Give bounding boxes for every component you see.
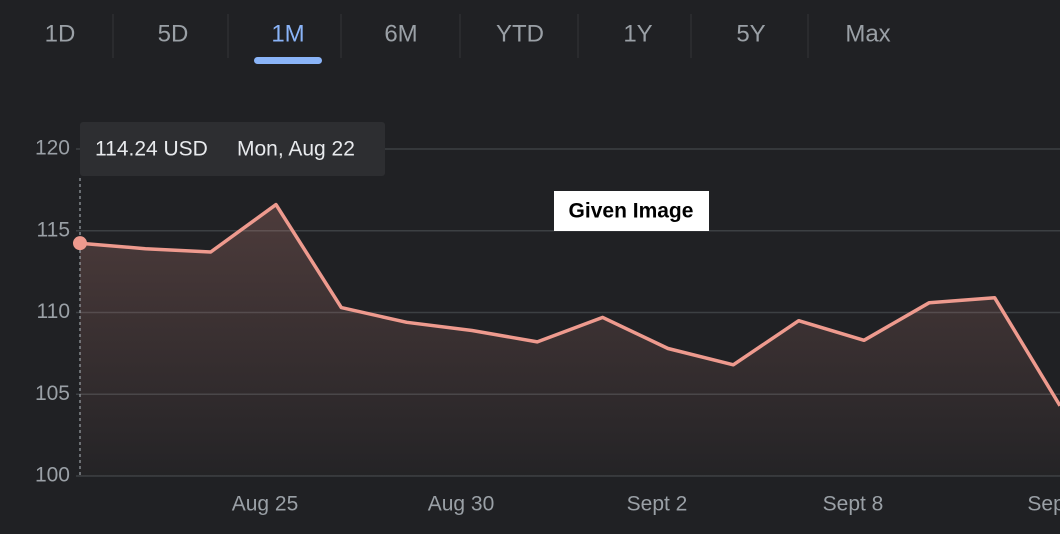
range-tabs: 1D 5D 1M 6M YTD 1Y 5Y Max: [45, 14, 891, 64]
range-tab[interactable]: YTD: [496, 20, 544, 47]
x-tick-label: Aug 30: [428, 493, 495, 516]
active-tab-indicator: [254, 57, 322, 64]
tooltip-date: Mon, Aug 22: [237, 138, 355, 161]
range-tab[interactable]: 1M: [271, 20, 304, 47]
y-tick-label: 100: [35, 464, 70, 487]
overlay: 114.24 USD Mon, Aug 22 Given Image: [80, 122, 709, 231]
price-line: [79, 202, 1060, 407]
y-tick-label: 120: [35, 137, 70, 160]
range-tab[interactable]: 6M: [384, 20, 417, 47]
range-tab[interactable]: 5D: [158, 20, 189, 47]
x-tick-label: Sept 2: [627, 493, 688, 516]
range-tab[interactable]: 5Y: [736, 20, 765, 47]
x-tick-label: Sept: [1027, 493, 1060, 516]
x-tick-label: Sept 8: [823, 493, 884, 516]
y-tick-label: 105: [35, 382, 70, 405]
hover-point: [73, 236, 87, 251]
overlay-label: Given Image: [569, 200, 694, 223]
x-tick-label: Aug 25: [232, 493, 299, 516]
price-area: [80, 204, 1060, 476]
range-tab[interactable]: Max: [845, 20, 890, 47]
tooltip-box: [80, 122, 385, 176]
overlay-label-box: [554, 191, 709, 231]
y-tick-label: 115: [37, 218, 70, 241]
range-tab[interactable]: 1D: [45, 20, 76, 47]
plot-area: 100 105 110 115 120 Aug 25 Aug 30 Sept 2 Sept 8 S…: [35, 137, 1060, 516]
range-tab[interactable]: 1Y: [623, 20, 652, 47]
y-tick-label: 110: [37, 300, 70, 323]
tooltip-value: 114.24 USD: [95, 138, 208, 161]
